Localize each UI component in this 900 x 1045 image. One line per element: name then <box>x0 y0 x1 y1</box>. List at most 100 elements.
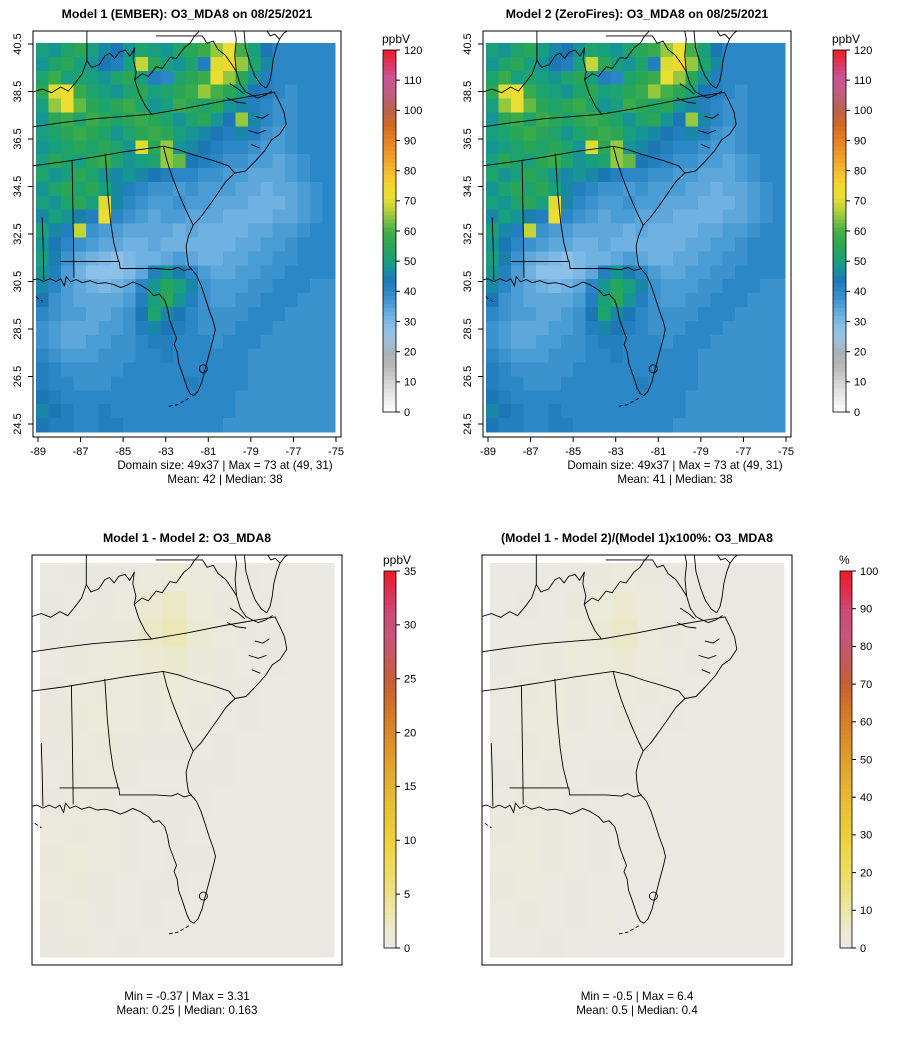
grid-cell <box>98 279 112 294</box>
grid-cell <box>760 112 774 127</box>
grid-cell <box>210 237 224 252</box>
grid-cell <box>661 788 687 817</box>
colorbar-tick-label: 20 <box>404 346 416 358</box>
grid-cell <box>510 43 524 58</box>
grid-cell <box>60 237 74 252</box>
grid-cell <box>697 390 711 405</box>
grid-cell <box>760 43 774 58</box>
grid-cell <box>135 320 149 336</box>
grid-cell <box>247 209 261 225</box>
grid-cell <box>598 168 612 183</box>
state-boundary-line <box>569 266 643 271</box>
grid-cell <box>710 237 724 252</box>
grid-cell <box>36 390 49 405</box>
grid-cell <box>222 168 236 183</box>
colorbar-step <box>383 387 396 393</box>
grid-cell <box>623 348 636 364</box>
grid-cell <box>260 223 274 238</box>
colorbar-step <box>384 629 396 635</box>
grid-cell <box>672 320 686 336</box>
colorbar-step <box>833 126 846 131</box>
grid-cell <box>297 334 311 350</box>
grid-cell <box>222 376 236 391</box>
colorbar-step <box>384 579 396 584</box>
caption-model2-line2: Mean: 41 | Median: 38 <box>617 473 733 486</box>
grid-cell <box>73 98 87 113</box>
grid-cell <box>135 376 149 391</box>
grid-cell <box>498 209 512 225</box>
colorbar-step <box>384 675 396 681</box>
grid-cell <box>60 56 74 72</box>
state-boundary-line <box>279 554 289 564</box>
grid-cell <box>197 279 211 294</box>
grid-cell <box>647 168 661 183</box>
state-boundary-line <box>162 670 194 752</box>
grid-cell <box>661 844 687 874</box>
grid-cell <box>148 195 162 211</box>
colorbar-step <box>383 162 396 168</box>
grid-cell <box>135 390 149 405</box>
grid-cell <box>747 237 761 252</box>
grid-cell <box>610 126 624 141</box>
colorbar-step <box>833 263 846 268</box>
grid-cell <box>272 320 286 336</box>
grid-cell <box>309 591 335 620</box>
grid-cell <box>523 293 537 308</box>
grid-cell <box>760 154 774 169</box>
grid-cell <box>297 98 311 113</box>
grid-cell <box>735 675 760 705</box>
colorbar-tick-label: 90 <box>854 135 866 147</box>
colorbar-step <box>384 650 396 656</box>
grid-cell <box>560 140 574 155</box>
grid-cell <box>610 251 624 266</box>
grid-cell <box>563 619 589 648</box>
grid-cell <box>89 872 114 902</box>
grid-cell <box>272 223 286 238</box>
grid-cell <box>211 731 237 761</box>
grid-cell <box>598 334 612 350</box>
lake-okeechobee-outline <box>198 891 208 901</box>
colorbar-step <box>833 287 846 292</box>
grid-cell <box>110 348 124 364</box>
grid-cell <box>40 647 65 677</box>
colorbar-step <box>383 214 396 220</box>
grid-cell <box>735 306 749 322</box>
grid-cell <box>64 703 90 733</box>
grid-cell <box>523 140 537 155</box>
grid-cell <box>523 348 537 364</box>
grid-cell <box>285 209 299 225</box>
grid-cell <box>89 928 114 958</box>
grid-cell <box>297 320 311 336</box>
grid-cell <box>310 251 324 266</box>
grid-cell <box>523 209 537 225</box>
concentration-raster <box>486 43 786 433</box>
grid-cell <box>660 418 674 433</box>
colorbar-step <box>833 166 846 172</box>
y-axis-tick-label: 40.5 <box>462 33 474 54</box>
grid-cell <box>285 760 310 789</box>
colorbar-step <box>833 226 846 232</box>
colorbar-step <box>833 271 846 276</box>
grid-cell <box>697 265 711 280</box>
grid-cell <box>285 70 299 86</box>
colorbar-step <box>833 50 846 55</box>
grid-cell <box>138 675 163 705</box>
colorbar-step <box>840 709 852 714</box>
colorbar-step <box>833 343 846 349</box>
colorbar-step <box>833 391 846 397</box>
grid-cell <box>710 334 724 350</box>
colorbar-step <box>840 571 852 576</box>
grid-cell <box>60 418 74 433</box>
grid-cell <box>40 703 65 733</box>
colorbar-step <box>383 335 396 340</box>
grid-cell <box>647 195 661 211</box>
grid-cell <box>548 168 562 183</box>
grid-cell <box>672 306 686 322</box>
grid-cell <box>272 237 286 252</box>
colorbar-step <box>833 235 846 240</box>
state-boundary-line <box>248 130 266 134</box>
grid-cell <box>772 43 786 58</box>
grid-cell <box>85 237 99 252</box>
grid-cell <box>110 237 124 252</box>
